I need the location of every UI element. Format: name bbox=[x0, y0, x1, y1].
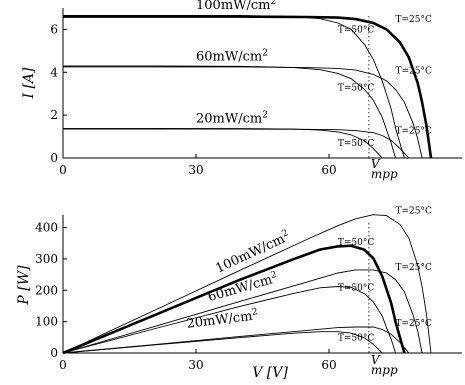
pv-ytick-label: 100 bbox=[35, 315, 58, 329]
pv-xtick-label: 30 bbox=[188, 358, 203, 372]
iv-ytick-label: 2 bbox=[50, 108, 58, 122]
pv-series-2-curve bbox=[62, 269, 423, 354]
pv-vmpp-label: V bbox=[371, 353, 381, 367]
pv-vmpp-sub: mpp bbox=[371, 363, 398, 377]
iv-xtick-label: 30 bbox=[188, 163, 203, 177]
iv-series-3-curve bbox=[63, 65, 396, 159]
pv-series-3-curve bbox=[62, 286, 396, 354]
iv-series-5-curve bbox=[63, 127, 383, 159]
pv-xtick-label: 60 bbox=[321, 358, 336, 372]
iv-series-3-temp-label: T=50°C bbox=[338, 84, 374, 94]
pv-series-0-irradiance-label: 100mW/cm2 bbox=[213, 228, 292, 276]
iv-series-2-curve bbox=[63, 66, 423, 159]
iv-series-1-curve bbox=[63, 15, 405, 159]
pv-series-0-temp-label: T=25°C bbox=[396, 206, 432, 216]
iv-series-0-curve bbox=[63, 15, 433, 159]
pv-xtick-label: 0 bbox=[59, 358, 67, 372]
iv-series-0-temp-label: T=25°C bbox=[396, 15, 432, 25]
iv-ylabel: I [A] bbox=[21, 67, 37, 100]
iv-xtick-label: 0 bbox=[59, 163, 67, 177]
pv-ytick-label: 300 bbox=[35, 252, 58, 266]
iv-series-2-irradiance-label: 60mW/cm2 bbox=[196, 49, 268, 65]
pv-series-1-curve bbox=[62, 244, 406, 355]
pv-xlabel: V [V] bbox=[252, 365, 288, 381]
pv-ytick-label: 200 bbox=[35, 283, 58, 297]
iv-ytick-label: 0 bbox=[50, 151, 58, 165]
iv-series-4-curve bbox=[63, 128, 410, 159]
pv-series-4-temp-label: T=25°C bbox=[396, 319, 432, 329]
iv-series-4-temp-label: T=25°C bbox=[396, 126, 432, 136]
pv-series-0-curve bbox=[62, 214, 432, 354]
pv-series-1-temp-label: T=50°C bbox=[338, 238, 374, 248]
pv-series-5-temp-label: T=50°C bbox=[338, 333, 374, 343]
iv-ytick-label: 4 bbox=[50, 65, 58, 79]
iv-series-4-irradiance-label: 20mW/cm2 bbox=[196, 111, 268, 127]
pv-series-3-temp-label: T=50°C bbox=[338, 283, 374, 293]
iv-series-2-temp-label: T=25°C bbox=[396, 66, 432, 76]
pv-ytick-label: 0 bbox=[50, 346, 58, 360]
pv-ylabel: P [W] bbox=[16, 265, 32, 306]
pv-series-5-curve bbox=[62, 331, 383, 354]
pv-series-4-curve bbox=[62, 326, 410, 354]
iv-series-5-temp-label: T=50°C bbox=[338, 139, 374, 149]
iv-ytick-label: 6 bbox=[50, 22, 58, 36]
iv-series-0-irradiance-label: 100mW/cm2 bbox=[196, 0, 276, 13]
iv-vmpp-sub: mpp bbox=[371, 167, 398, 181]
iv-xtick-label: 60 bbox=[321, 163, 336, 177]
pv-series-2-temp-label: T=25°C bbox=[396, 263, 432, 273]
pv-ytick-label: 400 bbox=[35, 221, 58, 235]
iv-series-1-temp-label: T=50°C bbox=[338, 26, 374, 36]
iv-vmpp-label: V bbox=[371, 157, 381, 171]
